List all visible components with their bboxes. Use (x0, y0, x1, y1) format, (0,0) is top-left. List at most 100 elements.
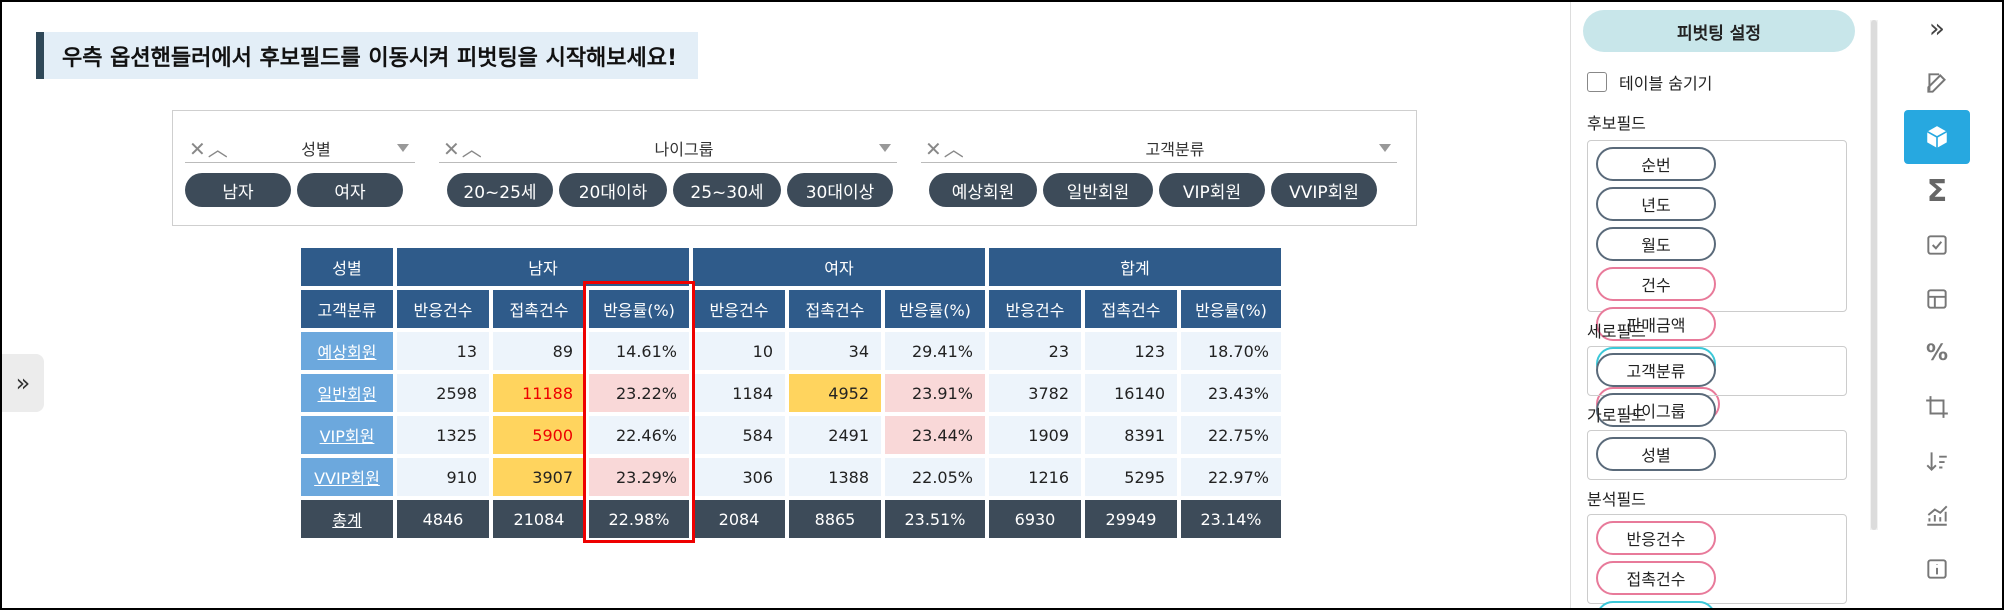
filter-chip[interactable]: 20~25세 (447, 173, 553, 207)
field-chip[interactable]: 접촉건수 (1596, 561, 1716, 595)
table-cell: 22.46% (589, 416, 689, 454)
row-fields-box: 성별 (1587, 430, 1847, 480)
table-row: VVIP회원 910 3907 23.29% 306 1388 22.05% 1… (301, 458, 1281, 496)
table-cell: 1184 (693, 374, 785, 412)
filter-customer-type: ✕︿ 고객분류 예상회원 일반회원 VIP회원 VVIP회원 (921, 133, 1397, 207)
panel-scrollbar-thumb[interactable] (1871, 20, 1877, 530)
filter-chip[interactable]: 일반회원 (1043, 173, 1153, 207)
table-cell: 34 (789, 332, 881, 370)
table-cell: 123 (1085, 332, 1177, 370)
group-header-female: 여자 (693, 248, 985, 286)
analysis-fields-box: 반응건수 접촉건수 반응률(%) (1587, 514, 1847, 608)
filter-chip[interactable]: 25~30세 (673, 173, 781, 207)
hide-table-checkbox[interactable] (1587, 72, 1607, 92)
table-row: 일반회원 2598 11188 23.22% 1184 4952 23.91% … (301, 374, 1281, 412)
total-cell: 29949 (1085, 500, 1177, 538)
total-cell: 4846 (397, 500, 489, 538)
table-cell: 23 (989, 332, 1081, 370)
analysis-fields-label: 분석필드 (1587, 490, 1646, 509)
row-header-link[interactable]: 일반회원 (301, 374, 393, 412)
chart-icon[interactable] (1904, 488, 1970, 542)
collapse-panel-button[interactable]: » (1929, 14, 1945, 44)
column-fields-box: 고객분류 나이그룹 (1587, 346, 1847, 427)
hide-table-option[interactable]: 테이블 숨기기 (1587, 70, 1712, 94)
table-cell: 18.70% (1181, 332, 1281, 370)
sigma-icon[interactable]: Σ (1926, 173, 1948, 209)
table-cell: 4952 (789, 374, 881, 412)
table-cell: 22.97% (1181, 458, 1281, 496)
filter-chip[interactable]: 여자 (297, 173, 403, 207)
table-cell: 11188 (493, 374, 585, 412)
measure-header: 반응률(%) (885, 290, 985, 328)
pivot-table: 성별 남자 여자 합계 고객분류 반응건수 접촉건수 반응률(%) 반응건수 접… (297, 244, 1285, 542)
field-chip[interactable]: 성별 (1596, 437, 1716, 471)
filter-chip[interactable]: 남자 (185, 173, 291, 207)
row-header-link[interactable]: 예상회원 (301, 332, 393, 370)
filter-gender: ✕︿ 성별 남자 여자 (185, 133, 415, 207)
group-header-male: 남자 (397, 248, 689, 286)
filter-header: ✕︿ 나이그룹 (439, 133, 897, 163)
measure-header: 반응률(%) (1181, 290, 1281, 328)
table-cell: 23.22% (589, 374, 689, 412)
field-chip[interactable]: 고객분류 (1596, 353, 1716, 387)
funnel-icon[interactable] (1379, 143, 1391, 152)
table-cell: 584 (693, 416, 785, 454)
filter-chip[interactable]: VVIP회원 (1271, 173, 1377, 207)
crop-icon[interactable] (1904, 380, 1970, 434)
table-cell: 23.29% (589, 458, 689, 496)
checklist-icon[interactable] (1904, 218, 1970, 272)
total-row-header-link[interactable]: 총계 (301, 500, 393, 538)
sort-icon[interactable] (1904, 434, 1970, 488)
filter-chip[interactable]: 30대이상 (787, 173, 893, 207)
row-header-link[interactable]: VVIP회원 (301, 458, 393, 496)
table-cell: 3907 (493, 458, 585, 496)
field-chip[interactable]: 나이그룹 (1596, 393, 1716, 427)
expand-left-button[interactable]: » (2, 354, 44, 412)
field-chip[interactable]: 판매금액 (1596, 307, 1716, 341)
panel-title[interactable]: 피벗팅 설정 (1583, 10, 1855, 52)
field-chip[interactable]: 순번 (1596, 147, 1716, 181)
total-cell: 2084 (693, 500, 785, 538)
field-chip[interactable]: 년도 (1596, 187, 1716, 221)
layout-icon[interactable] (1904, 272, 1970, 326)
table-cell: 3782 (989, 374, 1081, 412)
filter-title: 나이그룹 (654, 139, 714, 159)
filter-controls[interactable]: ✕︿ (925, 137, 966, 161)
total-row: 총계 4846 21084 22.98% 2084 8865 23.51% 69… (301, 500, 1281, 538)
corner-header-top: 성별 (301, 248, 393, 286)
filter-title: 고객분류 (1145, 139, 1205, 159)
table-cell: 8391 (1085, 416, 1177, 454)
filter-age-group: ✕︿ 나이그룹 20~25세 20대이하 25~30세 30대이상 (439, 133, 897, 207)
table-cell: 306 (693, 458, 785, 496)
filter-chip[interactable]: 20대이하 (559, 173, 667, 207)
edit-icon[interactable] (1904, 56, 1970, 110)
row-header-link[interactable]: VIP회원 (301, 416, 393, 454)
filter-header: ✕︿ 고객분류 (921, 133, 1397, 163)
filter-chip[interactable]: 예상회원 (929, 173, 1037, 207)
funnel-icon[interactable] (879, 143, 891, 152)
total-cell: 23.51% (885, 500, 985, 538)
cube-icon[interactable] (1904, 110, 1970, 164)
instruction-banner: 우측 옵션핸들러에서 후보필드를 이동시켜 피벗팅을 시작해보세요! (36, 32, 698, 79)
table-cell: 22.05% (885, 458, 985, 496)
table-row: VIP회원 1325 5900 22.46% 584 2491 23.44% 1… (301, 416, 1281, 454)
hide-table-label: 테이블 숨기기 (1619, 74, 1713, 93)
filter-controls[interactable]: ✕︿ (189, 137, 230, 161)
filter-chip[interactable]: VIP회원 (1159, 173, 1265, 207)
total-cell: 23.14% (1181, 500, 1281, 538)
field-chip[interactable]: 반응건수 (1596, 521, 1716, 555)
field-chip[interactable]: 월도 (1596, 227, 1716, 261)
percent-icon[interactable]: % (1925, 340, 1949, 366)
field-chip[interactable]: 반응률(%) (1596, 601, 1716, 608)
table-cell: 23.91% (885, 374, 985, 412)
funnel-icon[interactable] (397, 143, 409, 152)
filter-controls[interactable]: ✕︿ (443, 137, 484, 161)
info-icon[interactable] (1904, 542, 1970, 596)
measure-header: 접촉건수 (1085, 290, 1177, 328)
measure-header: 반응건수 (397, 290, 489, 328)
field-chip[interactable]: 건수 (1596, 267, 1716, 301)
total-cell: 6930 (989, 500, 1081, 538)
banner-text: 우측 옵션핸들러에서 후보필드를 이동시켜 피벗팅을 시작해보세요! (62, 45, 678, 71)
table-cell: 5295 (1085, 458, 1177, 496)
